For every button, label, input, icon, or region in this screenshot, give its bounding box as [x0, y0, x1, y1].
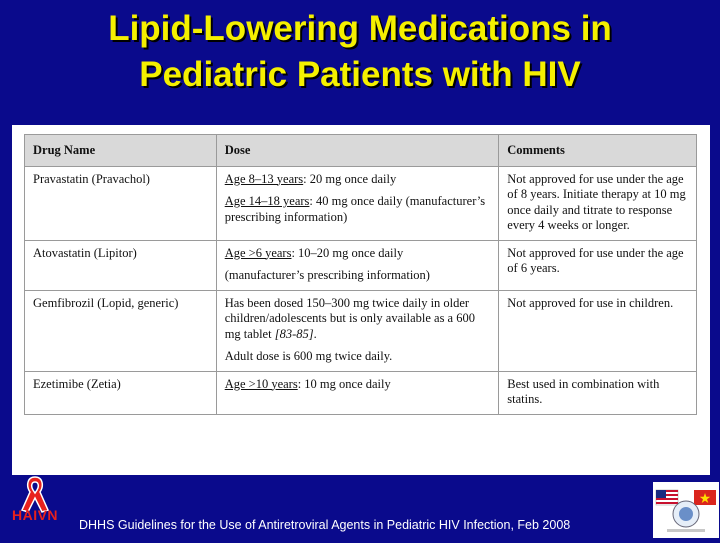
reference-citation: [83-85] [274, 326, 314, 341]
dose-text: : 20 mg once daily [303, 171, 397, 186]
dose-text: (manufacturer’s prescribing information) [224, 268, 430, 282]
table-panel: Drug Name Dose Comments Pravastatin (Pra… [12, 125, 710, 475]
header-dose: Dose [215, 134, 500, 167]
drug-name-cell: Pravastatin (Pravachol) [24, 165, 217, 241]
dose-text: : 10 mg once daily [297, 376, 391, 391]
slide-title: Lipid-Lowering Medications in Pediatric … [0, 6, 720, 98]
comments-cell: Best used in combination with statins. [498, 370, 697, 415]
footer-citation: DHHS Guidelines for the Use of Antiretro… [79, 518, 571, 532]
awareness-ribbon-icon [20, 476, 50, 513]
partner-flags-logo [653, 482, 719, 538]
table-row: Pravastatin (Pravachol) Age 8–13 years: … [24, 165, 697, 241]
dose-text: Adult dose is 600 mg twice daily. [224, 349, 393, 363]
comments-cell: Not approved for use under the age of 8 … [498, 165, 697, 241]
dose-cell: Age 8–13 years: 20 mg once daily Age 14–… [215, 165, 500, 241]
dose-age-label: Age 8–13 years [224, 171, 304, 186]
dose-text: Has been dosed 150–300 mg twice daily in… [224, 295, 475, 341]
dose-cell: Age >6 years: 10–20 mg once daily (manuf… [215, 239, 500, 291]
header-comments: Comments [498, 134, 697, 167]
drug-name-cell: Ezetimibe (Zetia) [24, 370, 217, 415]
title-line-2: Pediatric Patients with HIV [139, 55, 581, 94]
dose-text: : 40 mg once daily (manufacturer’s presc… [224, 194, 486, 224]
dose-cell: Age >10 years: 10 mg once daily [215, 370, 500, 415]
comments-cell: Not approved for use under the age of 6 … [498, 239, 697, 291]
dose-text-end: . [313, 326, 317, 341]
table-row: Atovastatin (Lipitor) Age >6 years: 10–2… [24, 239, 697, 291]
dose-age-label: Age >10 years [224, 376, 298, 391]
haivn-logo-text: HAIVN [11, 507, 59, 523]
dose-text: : 10–20 mg once daily [291, 245, 404, 260]
comments-cell: Not approved for use in children. [498, 289, 697, 372]
dose-cell: Has been dosed 150–300 mg twice daily in… [215, 289, 500, 372]
dose-age-label: Age 14–18 years [224, 194, 310, 208]
drug-name-cell: Atovastatin (Lipitor) [24, 239, 217, 291]
header-drug-name: Drug Name [24, 134, 217, 167]
table-row: Ezetimibe (Zetia) Age >10 years: 10 mg o… [24, 370, 697, 415]
table-row: Gemfibrozil (Lopid, generic) Has been do… [24, 289, 697, 372]
table-header-row: Drug Name Dose Comments [24, 134, 697, 167]
dose-age-label: Age >6 years [224, 245, 292, 260]
drug-name-cell: Gemfibrozil (Lopid, generic) [24, 289, 217, 372]
flags-emblem-icon [655, 489, 716, 532]
title-line-1: Lipid-Lowering Medications in [108, 9, 612, 48]
medication-table: Drug Name Dose Comments Pravastatin (Pra… [24, 134, 697, 415]
haivn-logo: HAIVN [2, 474, 68, 538]
